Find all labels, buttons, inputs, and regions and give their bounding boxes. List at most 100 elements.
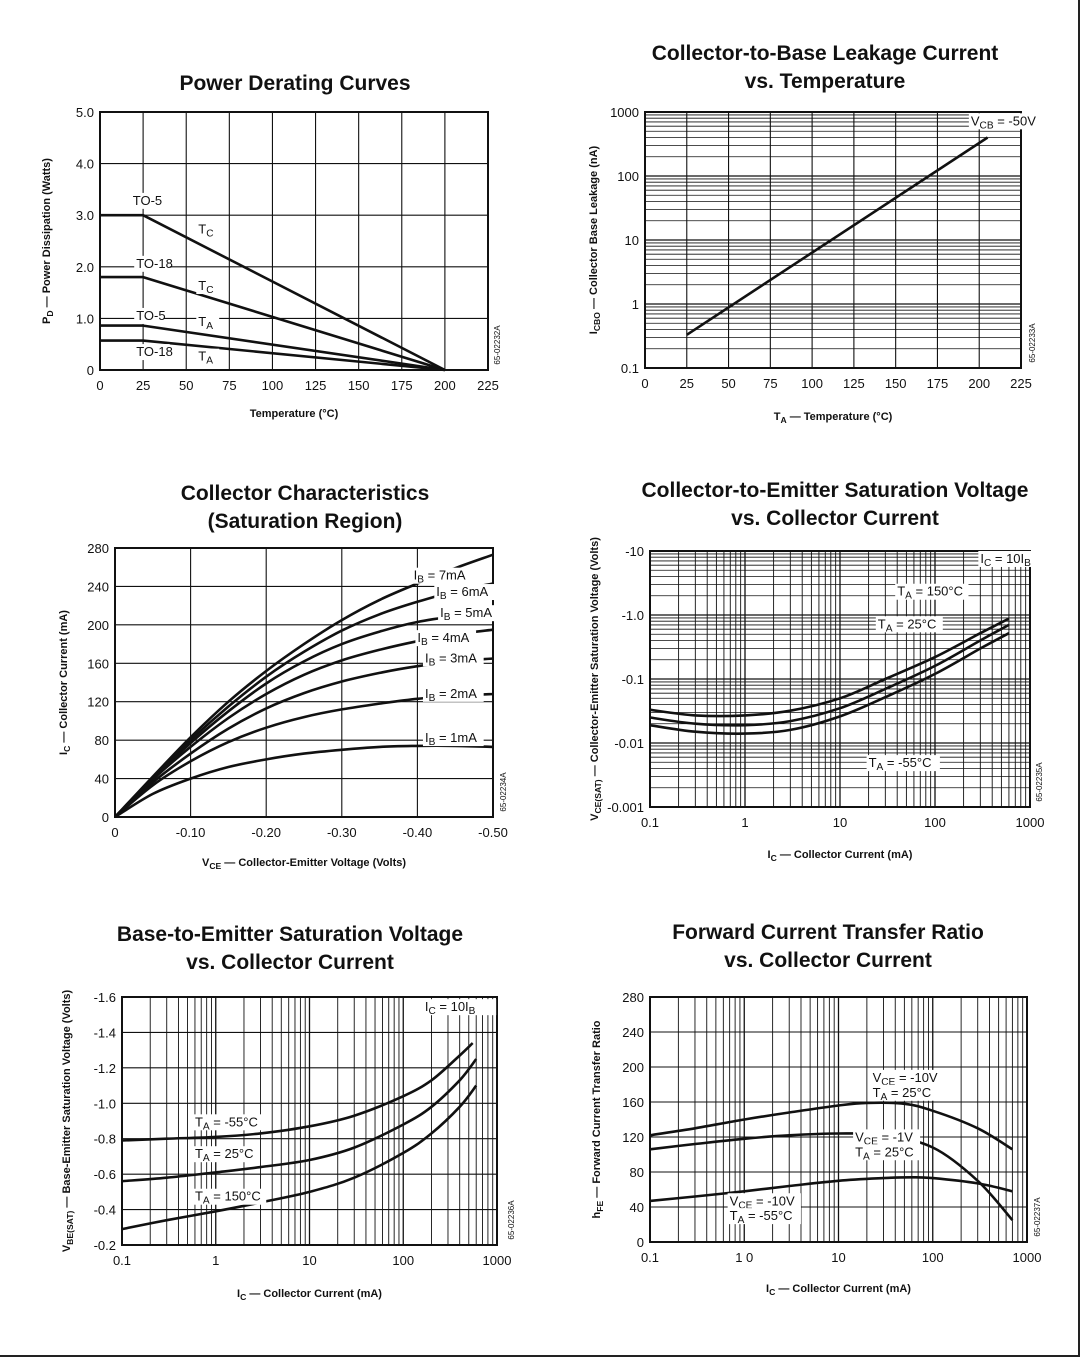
y-tick-label: 4.0: [76, 157, 94, 172]
x-tick-label: 125: [305, 378, 327, 393]
series-line: [121, 1084, 478, 1231]
annotation-label: VCB = -50V: [971, 113, 1036, 131]
annotation-label: IB = 5mA: [440, 605, 492, 623]
x-tick-label: 10: [831, 1250, 845, 1265]
y-tick-label: 280: [87, 541, 109, 556]
x-tick-label: 0: [96, 378, 103, 393]
annotation-label: TA = -55°C: [869, 755, 932, 773]
x-tick-label: 0.1: [641, 1250, 659, 1265]
annotation-bg: [727, 1193, 801, 1210]
annotation-bg: [196, 314, 220, 331]
annotation-label: TC: [198, 221, 213, 239]
annotation-label: IC = 10IB: [425, 999, 476, 1017]
annotation-label: VCE = -10V: [873, 1070, 938, 1088]
chart-title: (Saturation Region): [208, 510, 403, 533]
series-line: [100, 213, 446, 372]
chart-1: Power Derating Curves 0 25 50 75 100 125 150 175…: [41, 72, 502, 420]
plot-frame: [99, 111, 489, 371]
series-line: [649, 1101, 1014, 1151]
annotation-label: TA: [198, 349, 213, 367]
y-tick-label: -10: [625, 544, 644, 559]
series-line: [649, 623, 1010, 727]
figure-code: 65-02236A: [507, 1200, 516, 1240]
annotation-bg: [192, 1146, 260, 1163]
y-tick-label: 0: [102, 810, 109, 825]
figure-code: 65-02235A: [1035, 762, 1044, 802]
chart-title: vs. Collector Current: [186, 951, 394, 974]
y-tick-label: 160: [87, 656, 109, 671]
annotation-bg: [853, 1129, 921, 1146]
y-tick-label: 0: [637, 1235, 644, 1250]
x-tick-label: 25: [136, 378, 150, 393]
x-axis-label: TA — Temperature (°C): [774, 411, 893, 425]
y-tick-label: -0.01: [614, 736, 644, 751]
x-tick-label: 10: [833, 815, 847, 830]
annotation-label: TA = 150°C: [195, 1189, 261, 1207]
annotation-label: TA = -55°C: [730, 1208, 793, 1226]
y-axis-label: VCE(SAT) — Collector-Emitter Saturation …: [589, 537, 603, 821]
series-line: [114, 611, 494, 818]
annotation-label: TC: [198, 278, 213, 296]
annotation-bg: [196, 221, 220, 238]
x-tick-label: 50: [179, 378, 193, 393]
x-axis-label: VCE — Collector-Emitter Voltage (Volts): [202, 857, 406, 871]
x-tick-label: 75: [222, 378, 236, 393]
x-tick-label: -0.40: [403, 825, 433, 840]
x-axis-label: IC — Collector Current (mA): [766, 1283, 911, 1297]
annotation-bg: [727, 1208, 801, 1225]
annotation-bg: [853, 1144, 921, 1161]
chart-title: Collector-to-Emitter Saturation Voltage: [642, 479, 1029, 502]
series-line: [121, 1058, 478, 1183]
y-tick-label: 120: [622, 1130, 644, 1145]
annotation-bg: [192, 1188, 267, 1205]
y-tick-label: -0.2: [94, 1238, 116, 1253]
y-tick-label: 200: [622, 1060, 644, 1075]
x-tick-label: 50: [721, 376, 735, 391]
annotation-label: TO-5: [133, 193, 162, 208]
y-tick-label: 3.0: [76, 208, 94, 223]
annotation-label: VCE = -1V: [855, 1129, 913, 1147]
annotation-label: IC = 10IB: [980, 551, 1031, 569]
x-tick-label: 100: [924, 815, 946, 830]
y-tick-label: 0: [87, 363, 94, 378]
x-tick-label: 225: [1010, 376, 1032, 391]
chart-6: Forward Current Transfer Ratio vs. Collec…: [591, 921, 1042, 1297]
y-axis-label: hFE — Forward Current Transfer Ratio: [591, 1020, 605, 1218]
y-tick-label: -1.4: [94, 1025, 116, 1040]
series-line: [114, 582, 494, 818]
annotation-label: TA: [198, 314, 213, 332]
chart-4: Collector-to-Emitter Saturation Voltage v…: [589, 479, 1052, 863]
x-tick-label: 100: [922, 1250, 944, 1265]
annotation-bg: [422, 650, 484, 667]
annotation-bg: [968, 113, 1043, 130]
annotation-label: TA = 150°C: [897, 584, 963, 602]
y-tick-label: 160: [622, 1095, 644, 1110]
y-tick-label: 120: [87, 695, 109, 710]
x-tick-label: 1000: [483, 1253, 512, 1268]
x-tick-label: 1000: [1013, 1250, 1042, 1265]
annotation-bg: [895, 583, 969, 600]
x-axis-label: IC — Collector Current (mA): [768, 849, 913, 863]
figure-code: 65-02233A: [1028, 323, 1037, 363]
annotation-bg: [866, 755, 940, 772]
y-tick-label: 200: [87, 618, 109, 633]
annotation-label: VCE = -10V: [730, 1193, 795, 1211]
y-tick-label: 1: [632, 297, 639, 312]
annotation-bg: [434, 584, 495, 601]
grid-lines: [649, 996, 1028, 1243]
annotation-label: TA = -55°C: [195, 1114, 258, 1132]
x-tick-label: -0.50: [478, 825, 508, 840]
y-tick-label: -0.4: [94, 1203, 116, 1218]
y-tick-label: 1000: [610, 105, 639, 120]
y-axis-label: VBE(SAT) — Base-Emitter Saturation Volta…: [61, 989, 75, 1252]
annotation-label: TO-5: [136, 308, 165, 323]
y-tick-label: -0.001: [607, 800, 644, 815]
series-line: [100, 324, 446, 372]
x-tick-label: 200: [434, 378, 456, 393]
x-tick-label: 1 0: [735, 1250, 753, 1265]
figure-code: 65-02234A: [499, 772, 508, 812]
annotation-bg: [192, 1114, 267, 1131]
annotation-bg: [196, 278, 220, 295]
series-line: [100, 275, 446, 372]
y-tick-label: -1.6: [94, 990, 116, 1005]
